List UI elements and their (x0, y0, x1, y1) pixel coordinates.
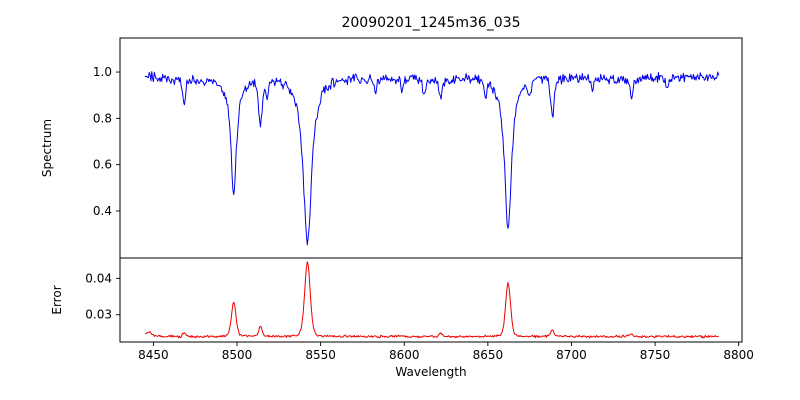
xtick-label: 8500 (222, 348, 253, 362)
spectrum-axes-box (119, 37, 743, 259)
spectrum-ytick-label: 1.0 (93, 65, 112, 79)
spectrum-ytick-label: 0.8 (93, 111, 112, 125)
spectrum-yaxis-label: Spectrum (40, 118, 54, 178)
chart-title: 20090201_1245m36_035 (341, 15, 521, 31)
error-yaxis-label: Error (50, 285, 64, 315)
error-line (144, 261, 719, 339)
xtick-label: 8700 (556, 348, 587, 362)
xtick-label: 8600 (389, 348, 420, 362)
spectrum-ytick-label: 0.6 (93, 158, 112, 172)
xtick-label: 8750 (640, 348, 671, 362)
error-axes-box (119, 257, 743, 343)
spectrum-ytick-label: 0.4 (93, 204, 112, 218)
error-ytick-label: 0.03 (85, 308, 112, 322)
error-ytick-label: 0.04 (85, 271, 112, 285)
xaxis-label: Wavelength (395, 365, 467, 379)
xtick-label: 8650 (473, 348, 504, 362)
xtick-label: 8450 (138, 348, 169, 362)
xtick-label: 8550 (305, 348, 336, 362)
xtick-label: 8800 (723, 348, 754, 362)
spectrum-line (144, 71, 720, 246)
